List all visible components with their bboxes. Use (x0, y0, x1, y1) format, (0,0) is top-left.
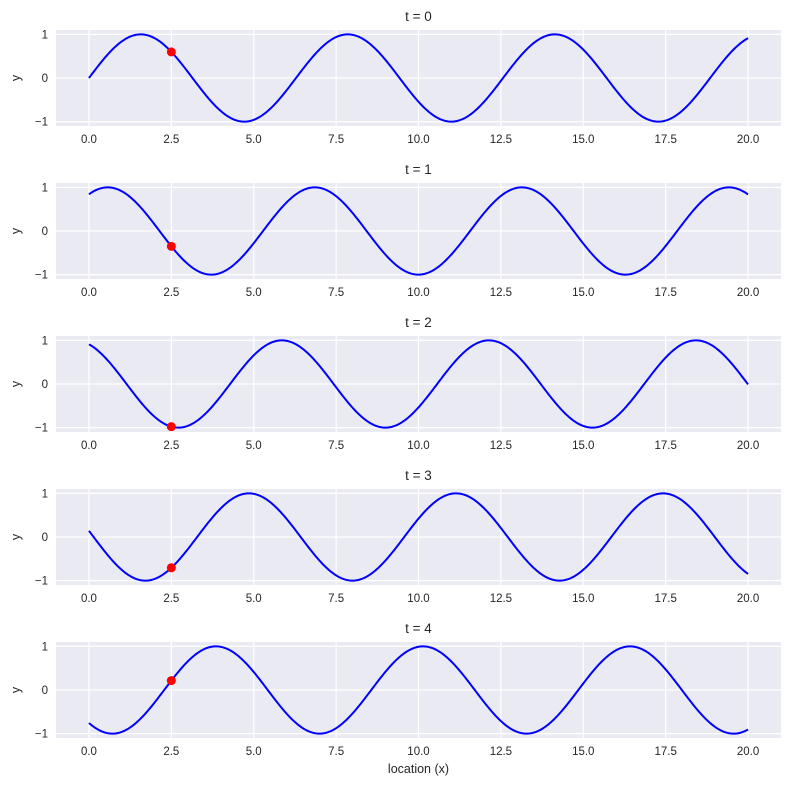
subplot-2: 0.0 2.5 5.0 7.5 10.0 12.5 15.0 17.5 20.0 −1 0 1 t = … (9, 315, 781, 452)
subplot-3: 0.0 2.5 5.0 7.5 10.0 12.5 15.0 17.5 20.0 −1 0 1 t = … (9, 468, 781, 605)
marker-point (166, 422, 176, 432)
subplot-title: t = 1 (405, 162, 432, 177)
x-tick-label: 17.5 (654, 287, 676, 299)
marker-point (166, 241, 176, 251)
x-tick-label: 15.0 (572, 134, 594, 146)
x-tick-label: 0.0 (81, 746, 97, 758)
x-tick-label: 5.0 (246, 440, 262, 452)
y-tick-label: 1 (42, 641, 48, 653)
x-tick-label: 10.0 (407, 593, 429, 605)
y-axis-label: y (9, 380, 23, 387)
x-tick-label: 17.5 (654, 593, 676, 605)
y-tick-label: −1 (35, 423, 48, 435)
x-tick-label: 17.5 (654, 440, 676, 452)
y-tick-label: 0 (42, 532, 48, 544)
y-tick-label: 0 (42, 379, 48, 391)
x-tick-label: 20.0 (737, 287, 759, 299)
y-tick-label: 1 (42, 29, 48, 41)
y-tick-label: 1 (42, 488, 48, 500)
x-tick-label: 15.0 (572, 746, 594, 758)
x-tick-label: 5.0 (246, 746, 262, 758)
x-tick-label: 12.5 (490, 593, 512, 605)
y-axis-label: y (9, 74, 23, 81)
x-tick-label: 12.5 (490, 134, 512, 146)
x-tick-label: 17.5 (654, 746, 676, 758)
subplot-4: 0.0 2.5 5.0 7.5 10.0 12.5 15.0 17.5 20.0 −1 0 1 t = … (9, 621, 781, 758)
x-tick-label: 12.5 (490, 440, 512, 452)
x-tick-label: 2.5 (163, 134, 179, 146)
x-tick-label: 20.0 (737, 746, 759, 758)
wave-line (88, 186, 749, 276)
wave-line (88, 492, 749, 582)
y-tick-label: −1 (35, 576, 48, 588)
wave-line (88, 645, 749, 735)
y-tick-label: 0 (42, 685, 48, 697)
x-tick-label: 2.5 (163, 593, 179, 605)
wave-line (88, 33, 749, 123)
x-axis-label: location (x) (388, 762, 449, 776)
marker-point (166, 47, 176, 57)
subplot-1: 0.0 2.5 5.0 7.5 10.0 12.5 15.0 17.5 20.0 −1 0 1 t = … (9, 162, 781, 299)
x-tick-label: 20.0 (737, 440, 759, 452)
x-tick-label: 10.0 (407, 440, 429, 452)
y-tick-label: 0 (42, 73, 48, 85)
y-tick-label: −1 (35, 117, 48, 129)
marker-point (166, 676, 176, 686)
y-tick-label: −1 (35, 729, 48, 741)
y-axis-label: y (9, 686, 23, 693)
x-tick-label: 17.5 (654, 134, 676, 146)
subplot-0: 0.0 2.5 5.0 7.5 10.0 12.5 15.0 17.5 20.0 −1 0 1 t = … (9, 9, 781, 146)
y-tick-label: 1 (42, 335, 48, 347)
x-tick-label: 5.0 (246, 593, 262, 605)
x-tick-label: 20.0 (737, 134, 759, 146)
x-tick-label: 7.5 (328, 287, 344, 299)
y-tick-label: 0 (42, 226, 48, 238)
x-tick-label: 15.0 (572, 287, 594, 299)
subplot-title: t = 4 (405, 621, 432, 636)
x-tick-label: 7.5 (328, 746, 344, 758)
x-tick-label: 0.0 (81, 134, 97, 146)
x-tick-label: 10.0 (407, 287, 429, 299)
x-tick-label: 7.5 (328, 593, 344, 605)
y-axis-label: y (9, 533, 23, 540)
y-tick-label: −1 (35, 270, 48, 282)
x-tick-label: 0.0 (81, 440, 97, 452)
x-tick-label: 7.5 (328, 440, 344, 452)
x-tick-label: 20.0 (737, 593, 759, 605)
x-tick-label: 0.0 (81, 593, 97, 605)
x-tick-label: 12.5 (490, 287, 512, 299)
wave-line (88, 339, 749, 429)
x-tick-label: 7.5 (328, 134, 344, 146)
y-axis-label: y (9, 227, 23, 234)
x-tick-label: 5.0 (246, 134, 262, 146)
subplot-title: t = 0 (405, 9, 432, 24)
x-tick-label: 0.0 (81, 287, 97, 299)
subplot-title: t = 2 (405, 315, 432, 330)
x-tick-label: 2.5 (163, 440, 179, 452)
y-tick-label: 1 (42, 182, 48, 194)
x-tick-label: 5.0 (246, 287, 262, 299)
x-tick-label: 10.0 (407, 746, 429, 758)
x-tick-label: 2.5 (163, 746, 179, 758)
x-tick-label: 10.0 (407, 134, 429, 146)
x-tick-label: 12.5 (490, 746, 512, 758)
x-tick-label: 2.5 (163, 287, 179, 299)
x-tick-label: 15.0 (572, 593, 594, 605)
x-tick-label: 15.0 (572, 440, 594, 452)
subplot-title: t = 3 (405, 468, 432, 483)
marker-point (166, 563, 176, 573)
